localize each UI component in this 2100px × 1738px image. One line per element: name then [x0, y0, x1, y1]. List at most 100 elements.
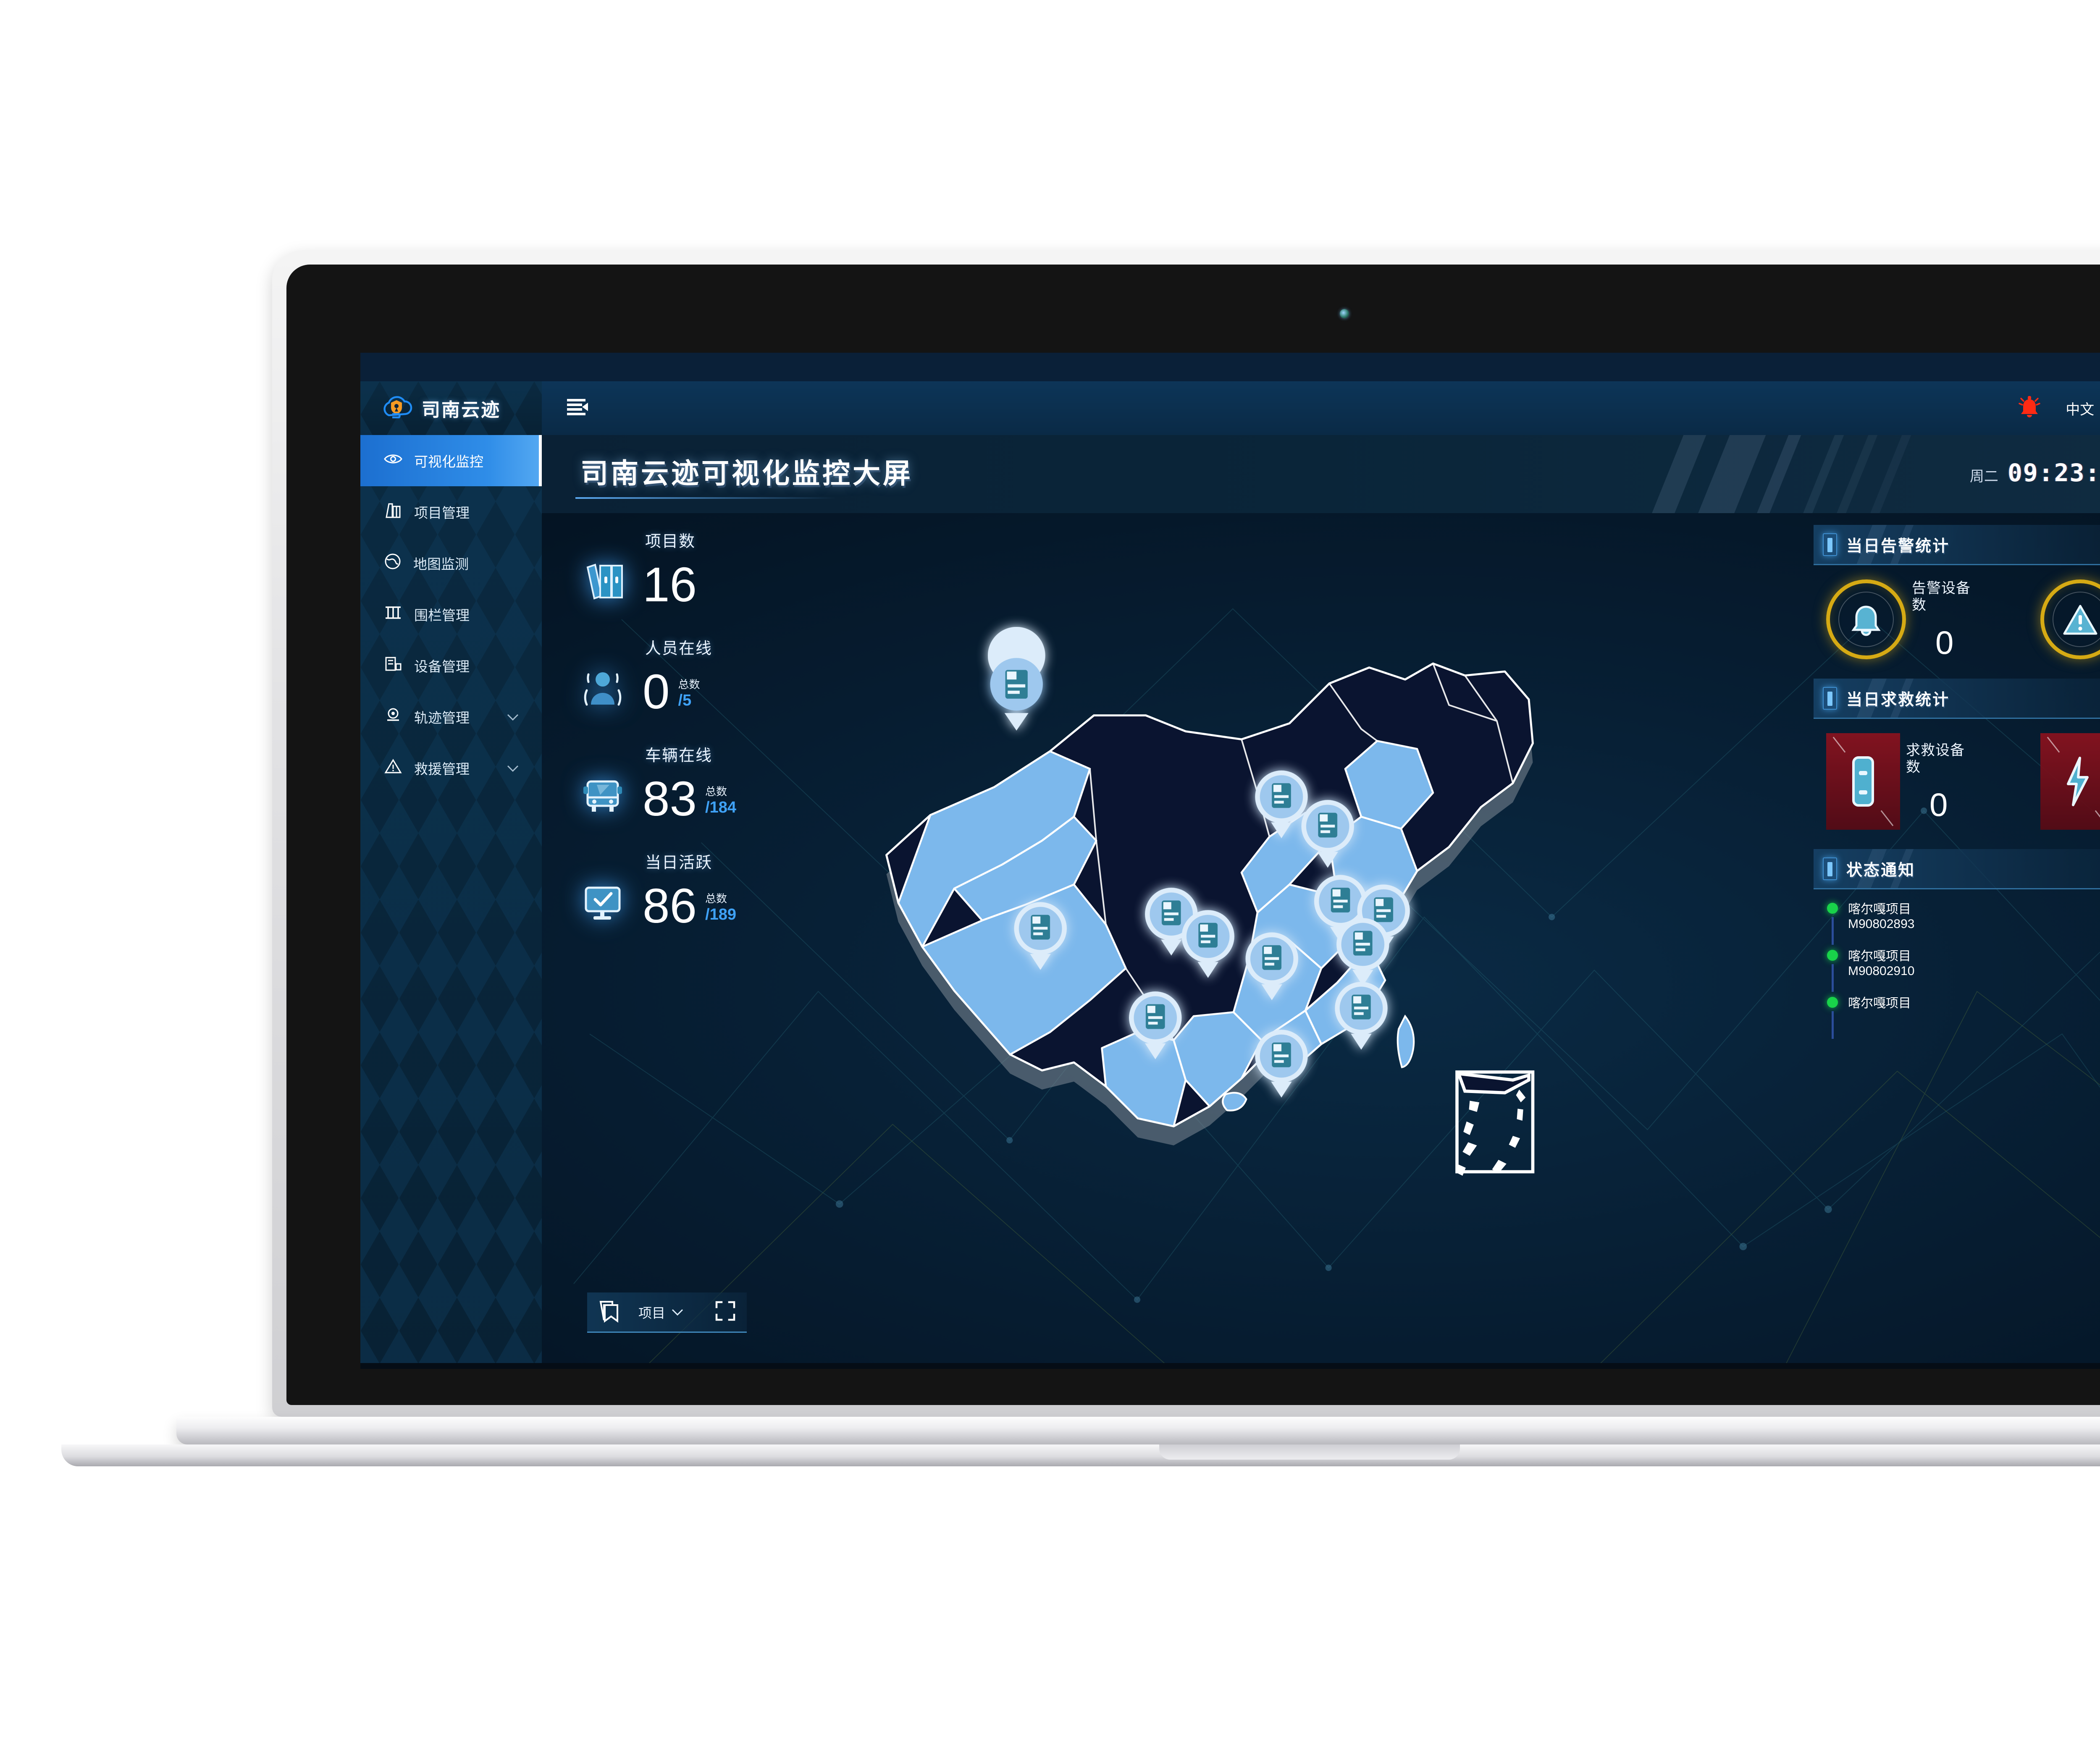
kpi-card: 人员在线 — [567, 635, 827, 719]
timeline-line — [1832, 917, 1834, 945]
sidebar-item-label: 可视化监控 — [414, 454, 483, 469]
sidebar-item-project-management[interactable]: 项目管理 — [360, 486, 542, 537]
webcam-icon — [1340, 309, 1349, 318]
rescue-panel: 当日求救统计 — [1814, 679, 2100, 832]
panel-chip-icon — [1823, 687, 1837, 710]
china-map[interactable] — [811, 522, 1609, 1319]
monitor-check-icon — [571, 874, 634, 929]
eye-icon — [384, 453, 402, 469]
notif-device-code: M90802893 — [1848, 917, 1915, 931]
dashboard-stage: 项目数 — [542, 513, 2100, 1369]
brand[interactable]: 司南云迹 — [360, 381, 542, 435]
stat-cell: 告警设备数 0 — [1814, 579, 2028, 659]
status-dot-icon — [1827, 997, 1838, 1008]
content-area: 司南云迹可视化监控大屏 周二 09:23:18 2023.10.24 — [542, 435, 2100, 1369]
screen-top-band — [360, 353, 2100, 381]
timeline-line — [1832, 964, 1834, 992]
dashboard-app: 司南云迹 — [360, 381, 2100, 1369]
china-map-svg — [885, 627, 1535, 1176]
status-notification-list: 喀尔嘎项目 在线 M90802893 2023-10-24 08:10:31 — [1814, 889, 2100, 1039]
project-select[interactable]: 项目 — [638, 1303, 684, 1322]
kpi-total-value: /189 — [705, 906, 736, 923]
chevron-down-icon[interactable] — [507, 709, 519, 725]
list-item[interactable]: 喀尔嘎项目 在线 — [1824, 993, 2100, 1039]
sidebar-item-label: 轨迹管理 — [414, 710, 470, 726]
laptop-trackpad-notch — [1159, 1444, 1460, 1460]
chevron-down-icon[interactable] — [507, 760, 519, 776]
page-title: 司南云迹可视化监控大屏 — [580, 458, 913, 489]
device-list-icon — [384, 655, 402, 676]
globe-icon — [384, 553, 402, 574]
alarm-panel: 当日告警统计 — [1814, 525, 2100, 662]
kpi-total-label: 总数 — [705, 892, 727, 905]
sidebar-item-map-monitoring[interactable]: 地图监测 — [360, 537, 542, 589]
kpi-total: 总数 /5 — [678, 676, 700, 710]
books-icon — [571, 553, 634, 608]
map-controls: 项目 — [587, 1292, 747, 1333]
kpi-column: 项目数 — [567, 528, 827, 957]
kpi-total-label: 总数 — [705, 785, 727, 798]
sidebar-item-visual-monitoring[interactable]: 可视化监控 — [360, 435, 542, 486]
map-markers — [987, 627, 1410, 1098]
stat-cell: 求救记录数 0 — [2028, 733, 2100, 830]
list-item[interactable]: 喀尔嘎项目 在线 M90802893 2023-10-24 08:10:31 — [1824, 899, 2100, 945]
list-item[interactable]: 喀尔嘎项目 在线 M90802910 2023-10-24 08:10:31 — [1824, 946, 2100, 992]
rescue-stats: 求救设备数 0 — [1814, 719, 2100, 832]
kpi-value: 86 — [643, 878, 697, 933]
screen-bottom-band — [360, 1363, 2100, 1369]
clock-time: 09:23:18 — [2007, 459, 2100, 487]
panel-header: 当日求救统计 — [1814, 679, 2100, 719]
stat-cell: 求救设备数 0 — [1814, 733, 2028, 830]
menu-collapse-icon[interactable] — [566, 398, 590, 419]
kpi-label: 车辆在线 — [645, 747, 713, 765]
language-switcher[interactable]: 中文 — [2066, 398, 2100, 419]
sidebar-item-label: 救援管理 — [414, 761, 470, 777]
topbar-right: 中文 mlxxx — [2017, 394, 2100, 422]
track-pin-icon — [384, 707, 402, 727]
sidebar-item-device-management[interactable]: 设备管理 — [360, 640, 542, 691]
stat-cell: 告警记录数 0 — [2028, 579, 2100, 659]
screen: 司南云迹 — [360, 353, 2100, 1369]
sidebar-item-rescue-management[interactable]: 救援管理 — [360, 742, 542, 794]
warning-triangle-icon — [384, 758, 402, 778]
status-panel: 状态通知 喀尔嘎项目 在线 — [1814, 849, 2100, 1039]
kpi-value: 83 — [643, 771, 697, 826]
sidebar-item-label: 围栏管理 — [414, 608, 470, 623]
language-label: 中文 — [2066, 401, 2095, 418]
warning-triangle-icon — [2040, 579, 2100, 659]
person-icon — [571, 660, 634, 715]
bell-icon — [1826, 579, 1906, 659]
kpi-label: 当日活跃 — [645, 854, 713, 872]
cloud-shield-location-icon — [381, 394, 412, 422]
kpi-label: 项目数 — [645, 533, 696, 550]
panel-chip-icon — [1823, 857, 1837, 880]
south-china-sea-inset — [1455, 1070, 1535, 1176]
chevron-down-icon — [671, 1304, 684, 1320]
fence-icon — [384, 604, 402, 624]
notif-project-name: 喀尔嘎项目 — [1848, 902, 1911, 916]
lightning-icon — [2040, 733, 2100, 830]
kpi-total: 总数 /184 — [705, 783, 736, 817]
panel-title: 当日告警统计 — [1846, 537, 1950, 555]
title-banner: 司南云迹可视化监控大屏 周二 09:23:18 2023.10.24 — [542, 435, 2100, 513]
notif-project-name: 喀尔嘎项目 — [1848, 996, 1911, 1010]
kpi-total-value: /5 — [678, 692, 692, 709]
panel-title: 状态通知 — [1846, 862, 1916, 879]
sidebar-item-label: 项目管理 — [414, 505, 470, 521]
kpi-card: 项目数 — [567, 528, 827, 609]
alarm-stats: 告警设备数 0 — [1814, 565, 2100, 662]
clock-weekday: 周二 — [1969, 469, 1998, 485]
alarm-bell-icon[interactable] — [2017, 394, 2042, 422]
kpi-value: 0 — [643, 664, 670, 719]
sidebar-item-track-management[interactable]: 轨迹管理 — [360, 691, 542, 742]
status-dot-icon — [1827, 903, 1838, 914]
bookmark-icon[interactable] — [598, 1299, 620, 1325]
notif-project-name: 喀尔嘎项目 — [1848, 949, 1911, 963]
sidebar-item-fence-management[interactable]: 围栏管理 — [360, 589, 542, 640]
project-select-label: 项目 — [638, 1305, 666, 1321]
fullscreen-icon[interactable] — [715, 1300, 736, 1324]
brand-title: 司南云迹 — [422, 400, 501, 420]
kpi-card: 车辆在线 — [567, 742, 827, 826]
panel-header: 当日告警统计 — [1814, 525, 2100, 565]
